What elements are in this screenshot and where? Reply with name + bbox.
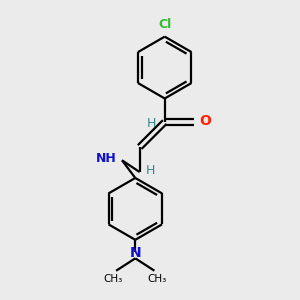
Text: CH₃: CH₃ — [103, 274, 123, 284]
Text: N: N — [130, 246, 141, 260]
Text: NH: NH — [96, 152, 117, 165]
Text: CH₃: CH₃ — [148, 274, 167, 284]
Text: H: H — [146, 164, 155, 177]
Text: Cl: Cl — [158, 18, 171, 31]
Text: H: H — [147, 117, 157, 130]
Text: O: O — [200, 114, 211, 128]
